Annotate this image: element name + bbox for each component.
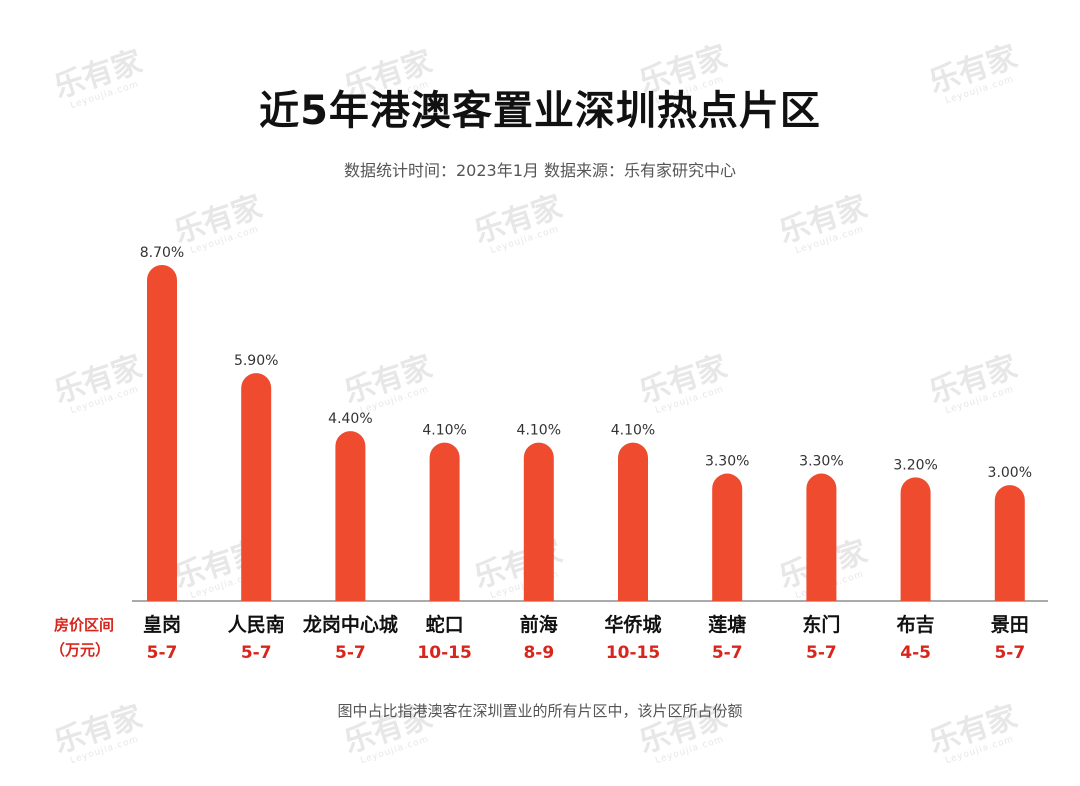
data-label: 8.70%: [140, 245, 184, 261]
bar: [241, 373, 272, 601]
category-label: 皇岗: [143, 613, 181, 636]
data-label: 4.10%: [517, 423, 561, 439]
price-range-label: 5-7: [994, 643, 1025, 663]
data-label: 4.10%: [611, 423, 655, 439]
price-range-label: 8-9: [523, 643, 554, 663]
data-label: 4.40%: [328, 411, 372, 427]
bar: [147, 265, 177, 601]
bar: [900, 477, 931, 601]
price-range-label: 5-7: [241, 643, 272, 663]
price-range-label: 4-5: [900, 643, 931, 663]
price-range-label: 10-15: [606, 643, 660, 663]
data-label: 3.00%: [988, 465, 1032, 481]
data-label: 3.30%: [799, 454, 843, 470]
bar: [712, 473, 743, 601]
bar: [429, 442, 460, 601]
price-range-label: 5-7: [712, 643, 743, 663]
data-label: 4.10%: [422, 423, 466, 439]
price-row-label: 房价区间: [54, 616, 114, 634]
chart-subtitle: 数据统计时间：2023年1月 数据来源：乐有家研究中心: [344, 161, 736, 180]
data-label: 3.20%: [893, 457, 937, 473]
price-range-label: 10-15: [417, 643, 471, 663]
bar: [335, 431, 366, 601]
bar: [994, 485, 1025, 601]
price-range-label: 5-7: [806, 643, 837, 663]
bar: [618, 442, 648, 601]
bar: [806, 473, 837, 601]
category-label: 前海: [520, 613, 558, 636]
price-row-unit: （万元）: [50, 641, 110, 659]
category-label: 东门: [802, 613, 840, 636]
category-label: 布吉: [897, 613, 935, 636]
chart-title: 近5年港澳客置业深圳热点片区: [259, 88, 821, 134]
price-range-label: 5-7: [335, 643, 366, 663]
chart-footnote: 图中占比指港澳客在深圳置业的所有片区中，该片区所占份额: [337, 702, 743, 720]
category-label: 景田: [991, 614, 1029, 636]
category-label: 蛇口: [426, 613, 464, 636]
category-label: 莲塘: [708, 613, 746, 636]
category-label: 人民南: [228, 614, 285, 636]
data-label: 3.30%: [705, 454, 749, 470]
category-label: 龙岗中心城: [303, 613, 398, 636]
price-range-label: 5-7: [147, 643, 178, 663]
bar: [523, 442, 554, 601]
category-label: 华侨城: [604, 613, 661, 636]
data-label: 5.90%: [234, 353, 278, 369]
